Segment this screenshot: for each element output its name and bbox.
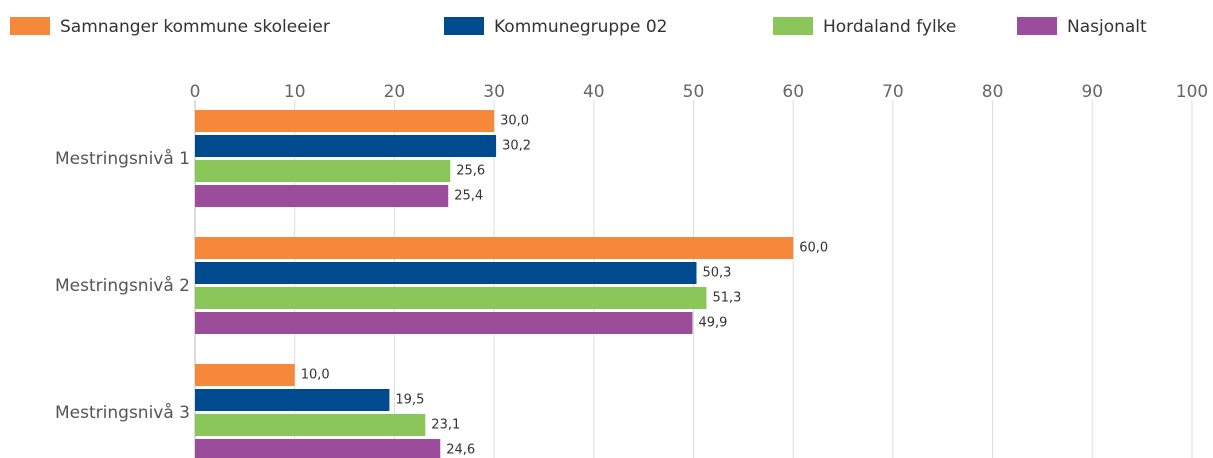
bar — [195, 110, 495, 132]
x-tick-label: 100 — [1176, 82, 1208, 102]
value-label: 19,5 — [395, 393, 424, 408]
legend-label: Kommunegruppe 02 — [494, 17, 667, 37]
x-tick-label: 90 — [1081, 82, 1103, 102]
bar — [195, 262, 697, 284]
category-label: Mestringsnivå 1 — [55, 148, 190, 169]
value-label: 23,1 — [431, 418, 460, 433]
value-label: 24,6 — [446, 443, 475, 458]
x-tick-label: 40 — [583, 82, 605, 102]
legend-swatch — [444, 17, 484, 35]
bar — [195, 160, 451, 182]
value-label: 30,0 — [500, 114, 529, 129]
x-tick-label: 10 — [284, 82, 306, 102]
value-label: 25,4 — [454, 189, 483, 204]
bar — [195, 185, 449, 207]
bar — [195, 439, 441, 458]
value-label: 51,3 — [712, 291, 741, 306]
bar — [195, 287, 707, 309]
value-label: 50,3 — [702, 266, 731, 281]
x-tick-label: 60 — [782, 82, 804, 102]
value-label: 25,6 — [456, 164, 485, 179]
x-tick-label: 50 — [683, 82, 705, 102]
value-label: 49,9 — [699, 316, 728, 331]
bar — [195, 237, 794, 259]
value-label: 30,2 — [502, 139, 531, 154]
category-label: Mestringsnivå 3 — [55, 402, 190, 423]
legend-label: Samnanger kommune skoleeier — [60, 17, 330, 37]
bar — [195, 364, 295, 386]
value-label: 60,0 — [799, 241, 828, 256]
x-tick-label: 20 — [384, 82, 406, 102]
bar — [195, 312, 693, 334]
legend-swatch — [773, 17, 813, 35]
bar — [195, 414, 426, 436]
legend-swatch — [1017, 17, 1057, 35]
legend-label: Nasjonalt — [1067, 17, 1147, 37]
value-label: 10,0 — [301, 368, 330, 383]
legend-label: Hordaland fylke — [823, 17, 956, 37]
legend-swatch — [10, 17, 50, 35]
x-tick-label: 0 — [190, 82, 201, 102]
x-tick-label: 80 — [982, 82, 1004, 102]
bar — [195, 389, 390, 411]
x-tick-label: 30 — [483, 82, 505, 102]
bar — [195, 135, 497, 157]
category-label: Mestringsnivå 2 — [55, 275, 190, 296]
x-tick-label: 70 — [882, 82, 904, 102]
